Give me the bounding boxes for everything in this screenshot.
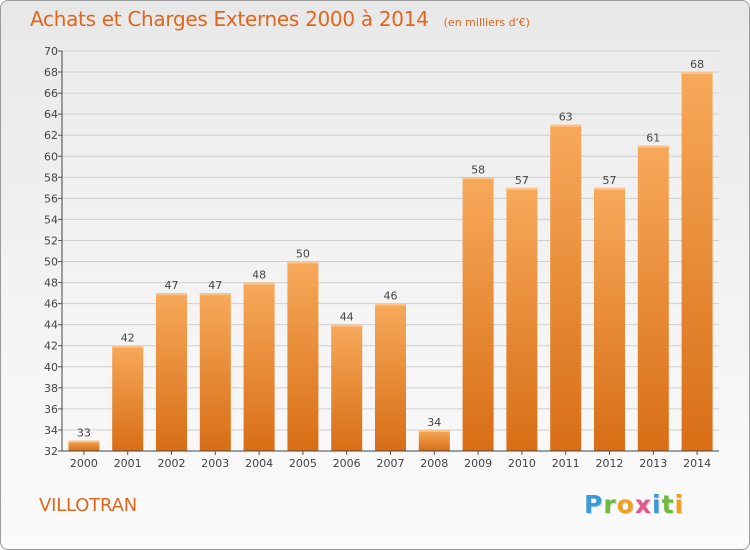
bar [594,187,625,451]
data-label: 34 [427,416,441,429]
x-tick-label: 2003 [201,457,229,470]
data-label: 42 [121,332,135,345]
bar-highlight [462,177,494,180]
y-tick-label: 40 [44,361,58,374]
bar-highlight [681,72,713,75]
logo-letter: o [616,490,635,519]
axes: 32 34 36 38 40 42 44 46 48 50 52 54 56 58 60 62 64 66 68 70… [44,45,719,470]
commune-name: VILLOTRAN [39,495,137,516]
y-tick-label: 44 [44,319,58,332]
bar [375,303,406,451]
bar-highlight [112,345,144,348]
bar-highlight [199,293,231,296]
bar-highlight [594,187,625,190]
data-label: 33 [77,426,91,439]
proxiti-logo: Proxiti [584,490,684,519]
x-tick-label: 2004 [245,457,273,470]
bar [156,293,187,451]
y-tick-label: 64 [44,108,58,121]
logo-letter: i [652,490,662,519]
bar [506,187,538,451]
bar [418,429,450,451]
bar [112,345,144,451]
x-tick-label: 2005 [289,457,317,470]
x-tick-label: 2012 [596,457,624,470]
bar-highlight [156,293,187,296]
data-label: 47 [208,279,222,292]
y-tick-label: 58 [44,171,58,184]
data-label: 46 [384,290,398,303]
data-label: 47 [165,279,179,292]
y-tick-label: 66 [44,87,58,100]
x-tick-label: 2013 [639,457,667,470]
y-tick-label: 56 [44,192,58,205]
logo-letter: r [603,490,617,519]
y-tick-label: 48 [44,277,58,290]
bars: 33 42 47 47 48 50 44 46 34 58 57 63 57 61 68 [68,58,713,452]
x-tick-label: 2008 [420,457,448,470]
x-tick-label: 2014 [683,457,711,470]
bar [462,177,494,451]
y-tick-label: 38 [44,382,58,395]
bar [243,282,275,451]
data-label: 57 [603,174,617,187]
bar-highlight [506,187,538,190]
y-tick-label: 32 [44,445,58,458]
x-tick-label: 2000 [70,457,98,470]
x-tick-label: 2011 [552,457,580,470]
x-tick-label: 2006 [333,457,361,470]
bar [68,440,100,451]
data-label: 63 [559,111,573,124]
bar-highlight [68,440,100,443]
y-tick-label: 42 [44,340,58,353]
x-tick-label: 2002 [158,457,186,470]
data-label: 48 [252,269,266,282]
y-tick-label: 36 [44,403,58,416]
bar-highlight [287,261,319,264]
logo-letter: t [661,490,675,519]
bar [199,293,231,451]
y-tick-label: 52 [44,234,58,247]
logo-letter: P [584,490,604,519]
logo-letter: x [634,490,652,519]
bar [637,145,669,451]
bar-highlight [550,124,582,127]
bar-highlight [375,303,406,306]
data-label: 44 [340,311,354,324]
bar-highlight [243,282,275,285]
bar [287,261,319,451]
bar-highlight [331,324,363,327]
y-tick-label: 60 [44,150,58,163]
bar-highlight [637,145,669,148]
y-tick-label: 50 [44,256,58,269]
data-label: 57 [515,174,529,187]
data-label: 58 [471,163,485,176]
y-tick-label: 46 [44,298,58,311]
data-label: 68 [690,58,704,71]
y-tick-label: 70 [44,45,58,58]
x-tick-label: 2010 [508,457,536,470]
x-tick-label: 2001 [114,457,142,470]
bar [550,124,582,452]
y-tick-label: 62 [44,129,58,142]
x-tick-label: 2009 [464,457,492,470]
logo-letter: i [674,490,685,519]
data-label: 61 [646,132,660,145]
data-label: 50 [296,248,310,261]
y-tick-label: 68 [44,66,58,79]
y-tick-label: 54 [44,213,58,226]
chart-subtitle: (en milliers d'€) [443,16,530,29]
bar [681,72,713,451]
title-row: Achats et Charges Externes 2000 à 2014 (… [30,7,530,31]
y-tick-label: 34 [44,424,58,437]
bar-highlight [418,429,450,432]
chart-title: Achats et Charges Externes 2000 à 2014 [30,7,429,31]
x-tick-label: 2007 [377,457,405,470]
bar [331,324,363,451]
